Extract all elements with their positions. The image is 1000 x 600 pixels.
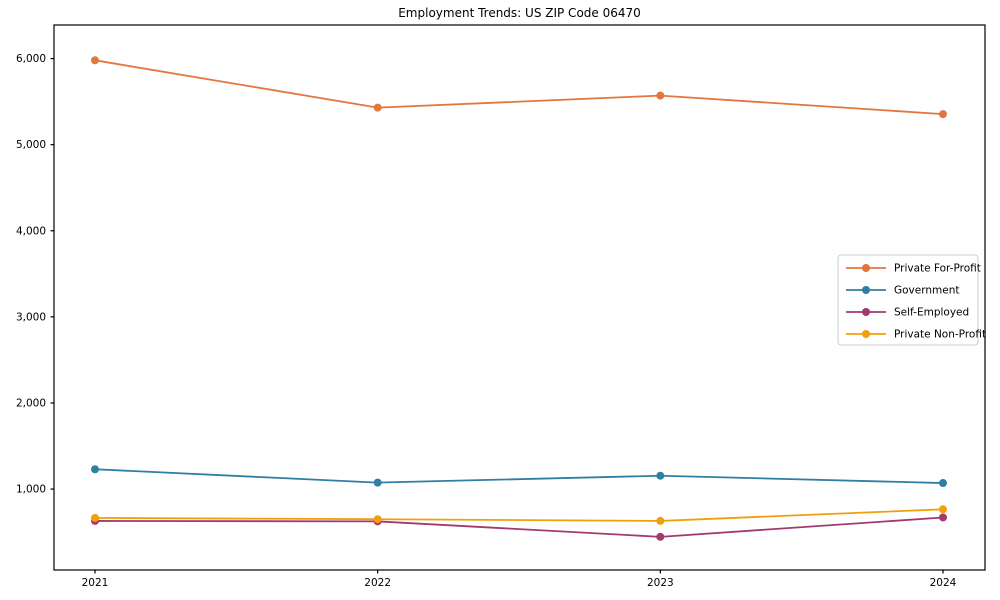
y-tick-label: 3,000 bbox=[16, 311, 46, 323]
data-point-marker bbox=[373, 103, 382, 112]
y-tick-label: 5,000 bbox=[16, 139, 46, 151]
data-series bbox=[91, 56, 947, 541]
x-tick-label: 2021 bbox=[82, 577, 109, 589]
legend-entry-label: Government bbox=[894, 285, 959, 297]
x-tick-label: 2023 bbox=[647, 577, 674, 589]
data-point-marker bbox=[656, 471, 665, 480]
legend-entry-label: Self-Employed bbox=[894, 307, 969, 319]
data-point-marker bbox=[373, 515, 382, 524]
series-line-private-for-profit bbox=[94, 59, 944, 116]
data-point-marker bbox=[91, 513, 99, 522]
data-point-marker bbox=[939, 505, 947, 514]
data-point-marker bbox=[939, 513, 947, 522]
y-tick-label: 2,000 bbox=[16, 397, 46, 409]
legend-sample-marker bbox=[862, 286, 870, 294]
data-point-marker bbox=[373, 478, 382, 487]
series-line-private-non-profit bbox=[94, 508, 944, 522]
data-point-marker bbox=[656, 516, 665, 525]
data-point-marker bbox=[939, 110, 947, 119]
legend-entry-label: Private For-Profit bbox=[894, 263, 981, 275]
chart-legend: Private For-Profit Government Self-Employe… bbox=[837, 254, 986, 346]
x-tick-label: 2022 bbox=[364, 577, 391, 589]
data-point-marker bbox=[656, 532, 665, 541]
series-line-government bbox=[94, 468, 944, 484]
y-tick-label: 1,000 bbox=[16, 484, 46, 496]
data-point-marker bbox=[91, 56, 99, 65]
data-point-marker bbox=[939, 479, 947, 488]
legend-sample-marker bbox=[862, 308, 870, 316]
axis-ticks: 1,000 2,000 3,000 4,000 5,000 6,000 2021 2022 20… bbox=[16, 53, 957, 589]
y-tick-label: 4,000 bbox=[16, 225, 46, 237]
data-point-marker bbox=[91, 465, 99, 474]
chart-title-text: Employment Trends: US ZIP Code 06470 bbox=[398, 6, 641, 20]
data-point-marker bbox=[656, 91, 665, 100]
y-tick-label: 6,000 bbox=[16, 53, 46, 65]
legend-box bbox=[837, 254, 979, 346]
series-line-self-employed bbox=[94, 516, 944, 538]
legend-sample-marker bbox=[862, 264, 870, 272]
legend-entry-label: Private Non-Profit bbox=[894, 329, 986, 341]
legend-sample-marker bbox=[862, 330, 870, 338]
chart-title: Employment Trends: US ZIP Code 06470 bbox=[398, 6, 641, 20]
x-tick-label: 2024 bbox=[930, 577, 957, 589]
